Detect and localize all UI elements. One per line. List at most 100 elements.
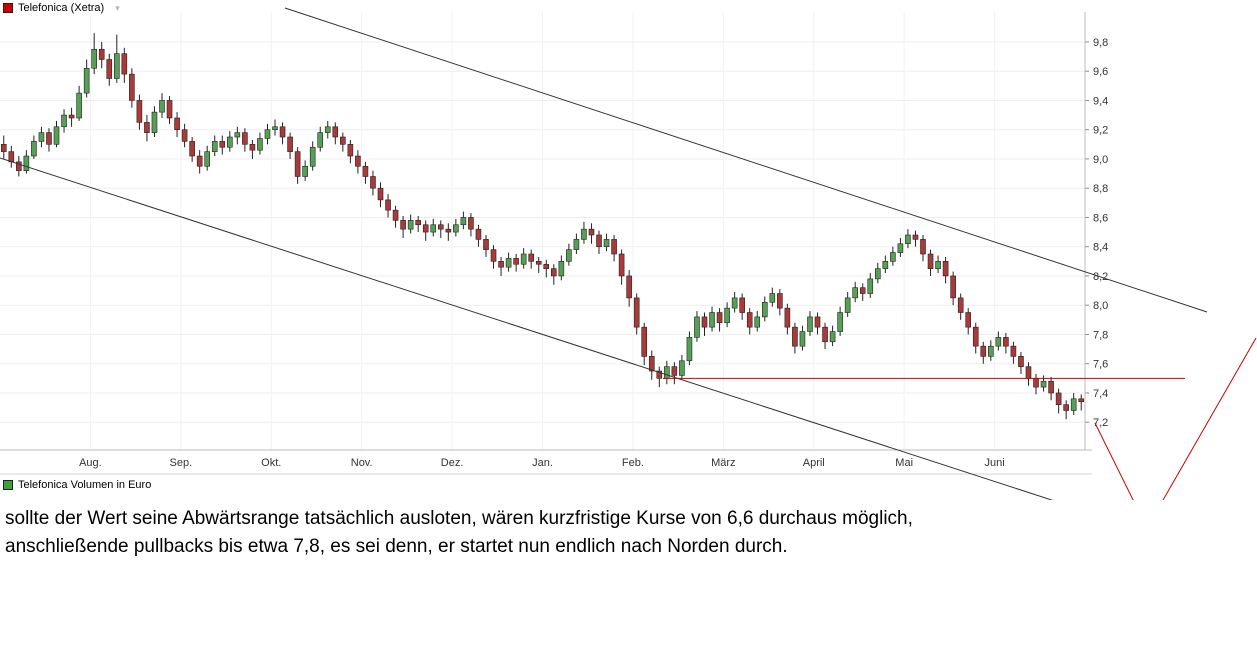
candle-body	[498, 261, 504, 268]
candle	[995, 331, 1002, 351]
candle-body	[551, 268, 557, 277]
candle	[309, 141, 316, 171]
candle-body	[520, 253, 527, 265]
candle	[641, 322, 648, 366]
candle-body	[935, 261, 941, 269]
candle-body	[370, 176, 376, 189]
candle-body	[38, 132, 45, 142]
candle-body	[23, 155, 30, 171]
x-month-label: Juni	[984, 457, 1004, 469]
candle	[942, 256, 949, 284]
candle	[807, 311, 813, 336]
candle	[935, 255, 941, 274]
candle-body	[799, 331, 806, 347]
candle	[272, 119, 278, 136]
candle-body	[731, 297, 738, 309]
y-tick-label: 7,8	[1093, 329, 1108, 341]
candle-body	[739, 297, 745, 313]
candle	[400, 215, 406, 238]
candle	[912, 230, 919, 247]
legend-caret-icon[interactable]: ▾	[115, 2, 120, 13]
candle-body	[279, 126, 286, 138]
candle-body	[920, 239, 926, 255]
candle	[897, 237, 904, 257]
x-month-label: Dez.	[441, 457, 464, 469]
candle	[701, 312, 708, 336]
candle-body	[475, 228, 482, 240]
candle	[31, 135, 37, 159]
candle	[8, 145, 15, 168]
candle	[566, 243, 572, 266]
x-month-label: April	[803, 457, 825, 469]
candle	[1003, 332, 1009, 354]
candle	[505, 252, 512, 272]
candle-body	[1048, 380, 1054, 394]
candle-body	[686, 337, 693, 362]
candle-body	[211, 141, 218, 152]
candle-body	[611, 239, 617, 255]
x-month-label: Nov.	[351, 457, 373, 469]
candle	[324, 120, 331, 139]
y-tick-label: 9,0	[1093, 154, 1108, 166]
candle-body	[558, 261, 565, 277]
candle	[814, 312, 821, 335]
candle-body	[53, 126, 60, 145]
candle-body	[814, 316, 821, 328]
candle	[859, 283, 866, 301]
candle-body	[656, 370, 663, 379]
candle	[174, 112, 180, 138]
candle-body	[829, 331, 836, 343]
candle	[980, 341, 987, 364]
candle-body	[362, 165, 369, 177]
candle	[739, 293, 745, 320]
candle	[38, 126, 45, 148]
candle-body	[332, 126, 339, 138]
candle	[596, 230, 602, 255]
candle	[844, 292, 851, 317]
candle-body	[867, 278, 874, 294]
candle-body	[792, 326, 798, 347]
channel-upper-line	[284, 7, 1208, 313]
candle	[950, 271, 956, 306]
candle	[264, 123, 271, 145]
candle	[475, 224, 482, 247]
candle	[626, 270, 632, 307]
candle	[633, 293, 640, 335]
candle-body	[603, 239, 610, 248]
candle	[874, 262, 881, 284]
candle	[340, 132, 346, 152]
candle	[965, 308, 972, 335]
candle	[1078, 394, 1085, 411]
y-tick-label: 7,4	[1093, 388, 1108, 400]
candle-body	[407, 220, 414, 230]
candle	[822, 322, 828, 350]
candle-body	[581, 228, 587, 240]
candle	[513, 254, 519, 272]
candle-body	[294, 151, 301, 177]
candle-body	[400, 220, 406, 230]
candle	[46, 128, 52, 152]
candle-body	[264, 129, 271, 139]
candle-body	[415, 220, 421, 226]
candle	[227, 131, 233, 152]
candle-body	[347, 144, 354, 157]
candle	[656, 366, 663, 388]
y-tick-label: 9,4	[1093, 95, 1108, 107]
candle-body	[641, 326, 648, 357]
candle-body	[98, 48, 105, 60]
candle	[1063, 400, 1069, 420]
candle	[543, 259, 550, 278]
candle	[181, 123, 188, 148]
candle	[664, 360, 670, 385]
candle-body	[724, 307, 730, 324]
candle-body	[181, 129, 188, 142]
candle-body	[234, 132, 241, 138]
candle-body	[1018, 356, 1024, 367]
candle-body	[287, 136, 293, 152]
candle	[196, 150, 203, 174]
candle-body	[174, 117, 180, 130]
candle-body	[950, 275, 956, 299]
candle-body	[8, 151, 15, 163]
candle-body	[897, 243, 904, 253]
candle-body	[980, 345, 987, 357]
